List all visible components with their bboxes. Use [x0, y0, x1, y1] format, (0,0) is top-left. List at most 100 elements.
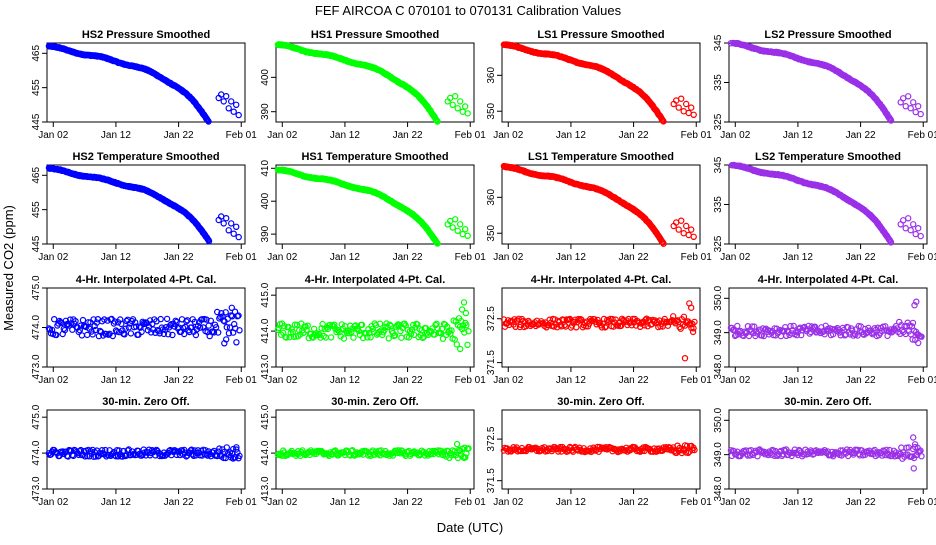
plot-frame [46, 409, 246, 490]
data-point [558, 323, 565, 330]
x-tick-label: Jan 12 [330, 252, 360, 263]
data-point [112, 327, 120, 334]
data-point [225, 330, 233, 337]
data-point [236, 327, 243, 334]
data-point [434, 118, 441, 125]
y-tick-label: 455 [31, 79, 42, 96]
panel-12: 30-min. Zero Off. Jan 02 Jan 12 Jan 22 Feb 0… [31, 396, 257, 508]
x-tick-label: Jan 22 [619, 252, 649, 263]
data-point [358, 321, 366, 328]
x-tick-label: Jan 12 [101, 497, 131, 508]
data-point [222, 214, 230, 222]
data-point [688, 104, 695, 111]
data-point [683, 222, 690, 230]
data-point [886, 446, 893, 454]
data-point [235, 312, 242, 319]
plot-frame [46, 164, 246, 245]
x-tick-label: Jan 02 [720, 130, 750, 141]
y-tick-label: 475.0 [31, 275, 42, 300]
data-point [910, 465, 918, 472]
data-point [910, 221, 917, 228]
data-point [53, 331, 60, 339]
data-point [225, 227, 232, 234]
data-point [51, 316, 58, 323]
data-point [680, 313, 688, 320]
data-point [449, 224, 456, 231]
data-point [60, 325, 68, 332]
data-point [92, 326, 99, 334]
data-series [274, 41, 471, 125]
data-point [90, 316, 97, 323]
panel-title: 30-min. Zero Off. [557, 396, 644, 408]
data-point [115, 447, 123, 454]
panel-6: LS1 Temperature Smoothed Jan 02 Jan 12 Jan … [486, 151, 712, 263]
x-tick-label: Jan 22 [164, 375, 194, 386]
data-point [691, 318, 698, 326]
data-point [229, 455, 237, 462]
data-point [461, 444, 468, 451]
data-point [734, 322, 741, 330]
x-tick-label: Jan 02 [38, 497, 68, 508]
data-point [915, 339, 922, 347]
data-series [727, 298, 925, 347]
data-point [905, 93, 912, 100]
data-point [163, 315, 171, 323]
data-point [118, 320, 125, 328]
x-tick-label: Jan 12 [556, 252, 586, 263]
panel-15: 30-min. Zero Off. Jan 02 Jan 12 Jan 22 Feb 0… [713, 396, 936, 508]
data-point [199, 316, 206, 323]
data-point [350, 334, 357, 341]
data-point [730, 326, 738, 333]
y-tick-label: 474.0 [31, 440, 42, 465]
x-tick-label: Jan 22 [393, 497, 423, 508]
data-point [683, 100, 690, 108]
x-tick-label: Jan 22 [164, 497, 194, 508]
plot-frame [728, 164, 928, 245]
data-point [689, 328, 697, 336]
y-tick-label: 371.5 [486, 350, 497, 375]
panel-title: HS2 Pressure Smoothed [82, 29, 210, 41]
data-point [157, 315, 164, 323]
data-point [385, 335, 392, 342]
panel-0: HS2 Pressure Smoothed Jan 02 Jan 12 Jan 22 F… [31, 29, 257, 141]
data-point [48, 326, 56, 334]
data-point [137, 324, 144, 331]
data-point [216, 445, 223, 452]
panel-title: HS1 Pressure Smoothed [311, 29, 439, 41]
data-point [887, 239, 895, 246]
data-point [893, 325, 901, 332]
data-point [231, 308, 239, 315]
data-point [690, 233, 697, 240]
y-tick-label: 475.0 [31, 404, 42, 429]
panel-title: 30-min. Zero Off. [102, 396, 189, 408]
data-point [180, 446, 188, 454]
data-point [192, 331, 200, 339]
x-tick-label: Feb 01 [226, 375, 258, 386]
x-tick-label: Feb 01 [908, 130, 936, 141]
x-tick-label: Jan 22 [846, 130, 876, 141]
x-tick-label: Jan 12 [556, 130, 586, 141]
data-point [230, 230, 237, 237]
x-tick-label: Jan 22 [393, 130, 423, 141]
y-axis-title: Measured CO2 (ppm) [1, 205, 16, 331]
data-point [688, 226, 695, 233]
data-point [369, 325, 376, 332]
panel-3: LS2 Pressure Smoothed Jan 02 Jan 12 Jan 22 F… [713, 29, 936, 141]
y-tick-label: 325 [713, 235, 724, 252]
data-point [196, 324, 204, 331]
data-point [111, 318, 119, 325]
data-point [72, 318, 79, 325]
data-point [220, 220, 227, 227]
x-tick-label: Jan 02 [267, 375, 297, 386]
panel-title: 30-min. Zero Off. [331, 396, 418, 408]
x-tick-label: Feb 01 [455, 375, 487, 386]
data-point [303, 326, 310, 333]
x-tick-label: Jan 12 [783, 252, 813, 263]
data-point [453, 341, 460, 348]
data-point [327, 334, 335, 341]
data-series [500, 442, 698, 457]
data-point [913, 298, 920, 305]
data-point [918, 333, 925, 340]
panel-title: LS2 Temperature Smoothed [755, 151, 901, 163]
